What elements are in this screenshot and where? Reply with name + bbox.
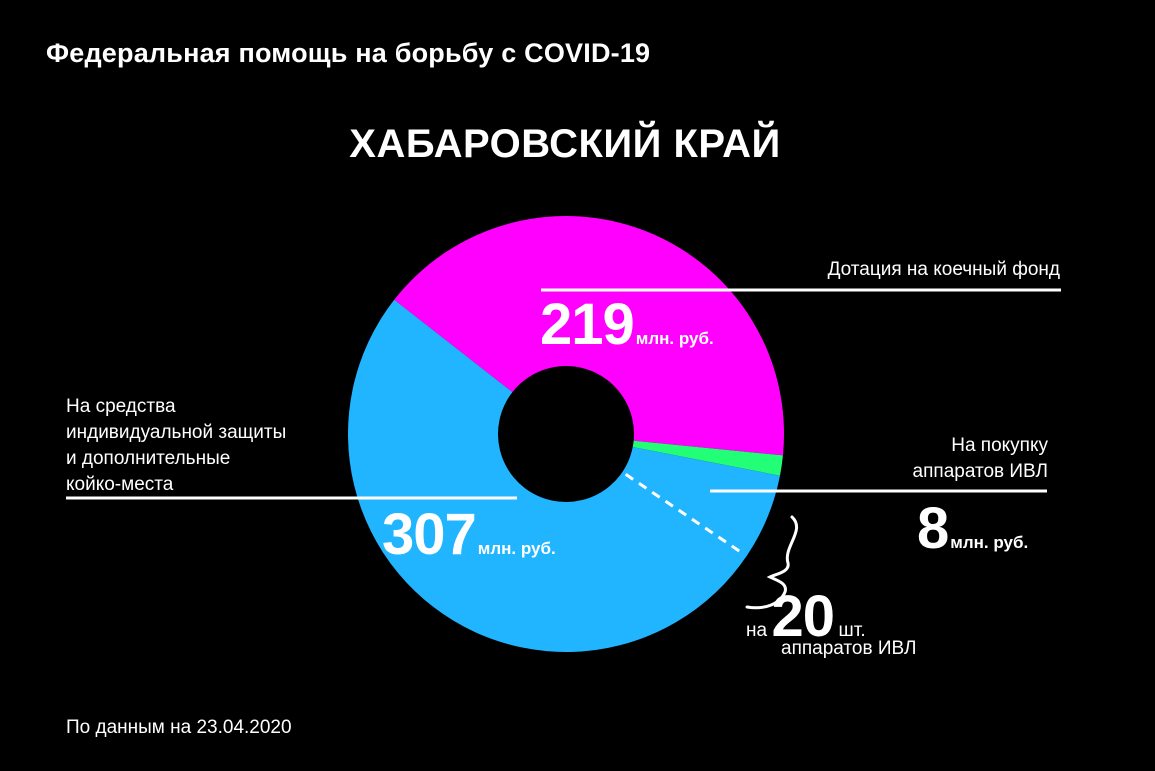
ventilator-count-annotation: на 20 шт.: [746, 584, 866, 649]
ventilator-count-divider: [624, 473, 746, 557]
slice-bed-fund: [394, 216, 784, 456]
slice-value-ventilators: 8 млн. руб.: [917, 496, 1029, 561]
chart-supertitle: Федеральная помощь на борьбу с COVID-19: [46, 38, 651, 68]
slice-label-bed-fund: Дотация на коечный фонд: [827, 259, 1060, 280]
slice-label-ventilators: На покупку аппаратов ИВЛ: [912, 435, 1048, 482]
chart-title: ХАБАРОВСКИЙ КРАЙ: [349, 122, 781, 166]
slice-label-ppe: На средства индивидуальной защиты и допо…: [66, 396, 287, 495]
ventilator-count-label: аппаратов ИВЛ: [781, 638, 917, 659]
slice-value-bed-fund: 219 млн. руб.: [540, 292, 714, 357]
source-note: По данным на 23.04.2020: [66, 717, 292, 738]
slice-ventilators: [632, 440, 783, 476]
curly-brace: [745, 515, 799, 610]
slice-value-ppe: 307 млн. руб.: [382, 502, 556, 567]
slice-ppe: [347, 299, 780, 653]
